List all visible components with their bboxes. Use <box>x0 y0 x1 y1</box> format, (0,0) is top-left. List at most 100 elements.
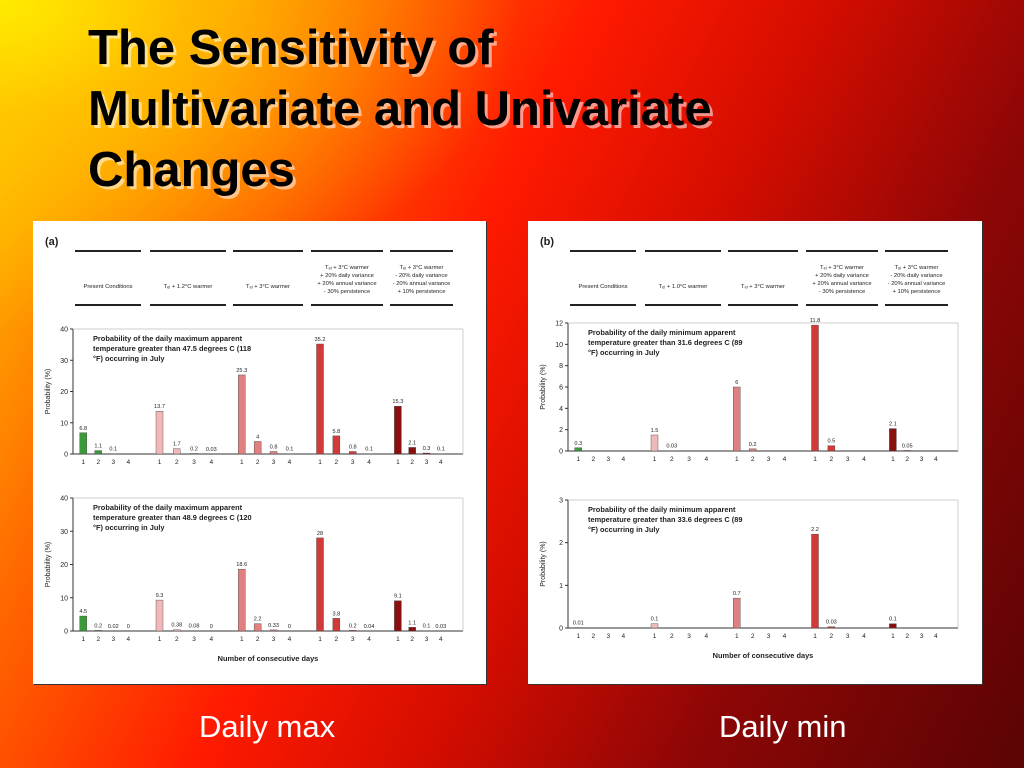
x-tick-label: 4 <box>126 459 130 466</box>
data-bar <box>733 386 741 452</box>
data-label: 28 <box>317 531 323 537</box>
x-tick-label: 2 <box>335 459 339 466</box>
data-bar <box>903 450 911 452</box>
data-bar <box>173 448 181 455</box>
chart-title-line: temperature greater than 33.6 degrees C … <box>588 515 742 524</box>
x-tick-label: 1 <box>318 459 322 466</box>
x-tick-label: 4 <box>367 636 371 643</box>
data-bar <box>650 623 659 629</box>
x-tick-label: 3 <box>272 636 276 643</box>
x-tick-label: 4 <box>934 456 938 463</box>
header-text: - 30% persistence <box>819 289 865 295</box>
header-text: + 10% persistence <box>893 289 941 295</box>
data-bar <box>316 537 324 632</box>
data-bar <box>94 450 102 455</box>
x-tick-label: 1 <box>240 459 244 466</box>
data-label: 4 <box>256 435 259 441</box>
x-tick-label: 3 <box>351 459 355 466</box>
x-tick-label: 1 <box>891 456 895 463</box>
title-line-1: The Sensitivity of <box>88 21 494 75</box>
data-label: 1.5 <box>651 428 659 434</box>
x-tick-label: 1 <box>240 636 244 643</box>
data-label: 5.8 <box>332 429 340 435</box>
header-text: + 20% annual variance <box>812 281 871 287</box>
x-tick-label: 3 <box>351 636 355 643</box>
x-tick-label: 2 <box>256 636 260 643</box>
data-label: 6.8 <box>79 426 87 432</box>
data-label: 0.03 <box>206 447 217 453</box>
x-tick-label: 3 <box>920 456 924 463</box>
data-label: 0.2 <box>749 442 757 448</box>
title-line-3: Changes <box>88 143 295 197</box>
data-bar <box>332 435 341 455</box>
x-tick-label: 3 <box>425 636 429 643</box>
chart-title-line: Probability of the daily minimum apparen… <box>588 505 736 514</box>
data-label: 2.1 <box>408 440 416 446</box>
header-text: - 20% daily variance <box>395 273 447 279</box>
data-label: 0.3 <box>574 441 582 447</box>
data-label: 18.6 <box>236 562 247 568</box>
x-tick-label: 2 <box>670 633 674 640</box>
x-tick-label: 4 <box>783 456 787 463</box>
chart-title-line: Probability of the daily maximum apparen… <box>93 503 243 512</box>
panel-label: (a) <box>45 236 59 248</box>
data-bar <box>650 434 659 452</box>
x-tick-label: 2 <box>830 456 834 463</box>
x-tick-label: 2 <box>96 636 100 643</box>
data-label: 0.03 <box>666 444 677 450</box>
x-tick-label: 2 <box>591 633 595 640</box>
x-tick-label: 3 <box>846 633 850 640</box>
header-text: - 20% annual variance <box>393 281 451 287</box>
header-text: Tₑᵢ + 1.2°C warmer <box>164 284 213 290</box>
header-text: - 30% persistence <box>324 289 370 295</box>
y-axis-label: Probability (%) <box>540 364 547 410</box>
data-label: 0.2 <box>349 623 357 629</box>
data-label: 0.1 <box>286 447 294 453</box>
data-bar <box>155 410 164 455</box>
y-axis-label: Probability (%) <box>45 542 52 588</box>
data-bar <box>394 600 402 632</box>
data-bar <box>408 627 416 632</box>
data-label: 0.05 <box>902 443 913 449</box>
data-bar <box>574 447 582 452</box>
data-label: 0.1 <box>651 617 659 623</box>
data-label: 0.2 <box>190 446 198 452</box>
x-tick-label: 1 <box>158 459 162 466</box>
x-tick-label: 1 <box>653 633 657 640</box>
x-tick-label: 2 <box>175 459 179 466</box>
caption-daily-min: Daily min <box>719 709 847 744</box>
y-tick-label: 1 <box>559 583 563 590</box>
x-tick-label: 4 <box>288 459 292 466</box>
data-bar <box>811 533 819 629</box>
data-label: 0.1 <box>109 447 117 453</box>
data-label: 2.1 <box>889 422 897 428</box>
y-tick-label: 20 <box>60 562 68 569</box>
data-label: 0 <box>127 624 130 630</box>
data-label: 0.2 <box>94 623 102 629</box>
x-tick-label: 2 <box>751 456 755 463</box>
y-tick-label: 4 <box>559 406 563 413</box>
y-tick-label: 40 <box>60 327 68 334</box>
x-tick-label: 4 <box>367 459 371 466</box>
x-tick-label: 3 <box>687 456 691 463</box>
x-tick-label: 4 <box>288 636 292 643</box>
data-label: 11.8 <box>810 318 820 324</box>
x-axis-label: Number of consecutive days <box>713 651 814 660</box>
y-axis-label: Probability (%) <box>540 541 547 587</box>
x-tick-label: 1 <box>813 456 817 463</box>
chart-title-line: temperature greater than 31.6 degrees C … <box>588 338 742 347</box>
x-tick-label: 2 <box>256 459 260 466</box>
data-label: 13.7 <box>154 404 165 410</box>
x-tick-label: 3 <box>846 456 850 463</box>
header-text: - 20% annual variance <box>888 281 946 287</box>
chart-title-line: °F) occurring in July <box>588 348 660 357</box>
x-tick-label: 2 <box>905 456 909 463</box>
header-text: Present Conditions <box>579 284 628 290</box>
header-text: + 20% annual variance <box>317 281 376 287</box>
y-tick-label: 10 <box>60 595 68 602</box>
x-tick-label: 3 <box>425 459 429 466</box>
data-bar <box>889 623 897 629</box>
data-bar <box>79 432 87 455</box>
x-tick-label: 4 <box>862 633 866 640</box>
x-tick-label: 2 <box>830 633 834 640</box>
